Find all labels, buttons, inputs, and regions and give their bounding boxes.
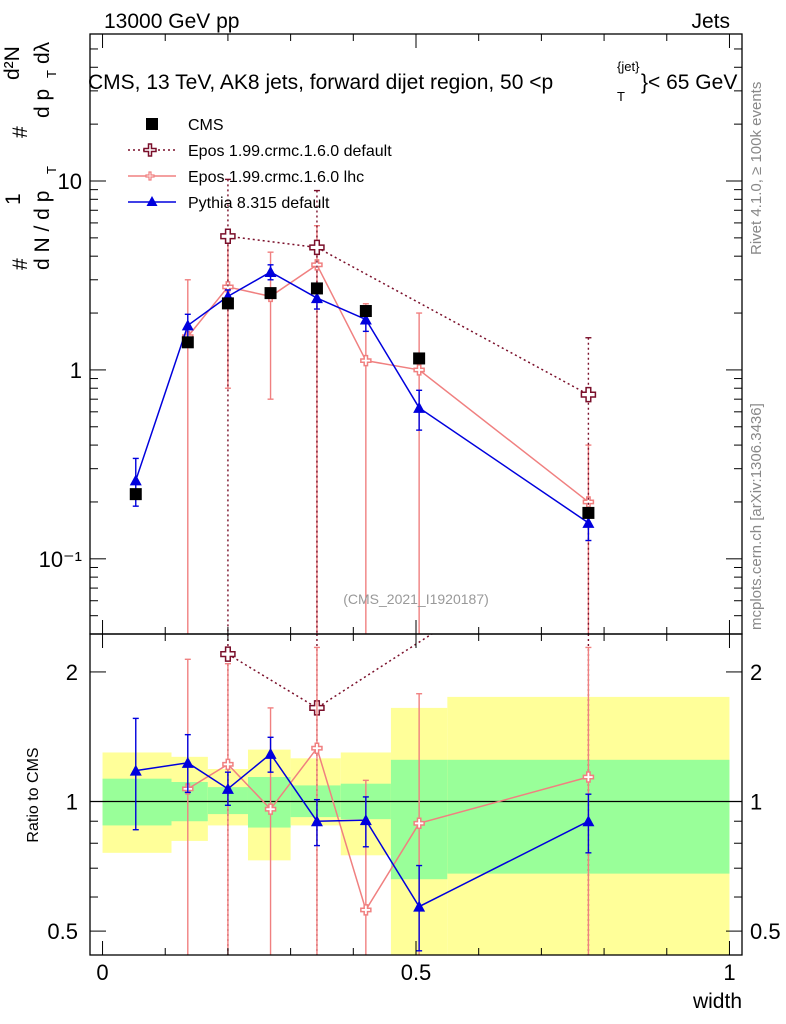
y-label-dpt: d p (31, 89, 54, 118)
ratio-y-tick-label: 0.5 (47, 919, 78, 944)
legend-marker-epos-default (143, 143, 157, 157)
title-superscript: {jet} (617, 59, 640, 74)
y-label-dn-dpt: d N / d p (31, 191, 54, 270)
main-point-pythia (310, 292, 323, 304)
main-point-pythia (181, 319, 194, 331)
y-axis-label-main: # 1 d N / d p T # d²N d p T dλ (1, 41, 59, 270)
plot-title: CMS, 13 TeV, AK8 jets, forward dijet reg… (88, 59, 737, 104)
legend-entry-pythia: Pythia 8.315 default (128, 195, 330, 212)
band-inner-bin (247, 777, 291, 828)
main-point-cms (221, 297, 234, 310)
main-point-epos-lhc (222, 281, 234, 293)
ratio-point-epos-lhc (582, 771, 595, 783)
category-label: Jets (691, 10, 730, 33)
main-point-pythia (359, 313, 372, 325)
ratio-y-tick-label: 2 (66, 660, 78, 685)
ratio-point-epos-lhc (264, 803, 277, 815)
x-axis-label: width (692, 990, 742, 1013)
ratio-y-tick-label-right: 0.5 (750, 919, 781, 944)
main-point-cms (310, 282, 323, 295)
legend-label-pythia: Pythia 8.315 default (188, 195, 330, 212)
legend-entry-epos-lhc: Epos 1.99.crmc.1.6.0 lhc (128, 169, 364, 186)
ratio-point-epos-lhc (222, 758, 234, 771)
legend-entry-cms: CMS (146, 117, 224, 134)
main-point-pythia (264, 265, 277, 277)
y-label-d2n: d²N (1, 46, 24, 80)
main-point-epos-lhc (311, 259, 323, 271)
ratio-y-tick-label: 1 (66, 790, 78, 815)
mcplots-label: mcplots.cern.ch [arXiv:1306.3436] (748, 403, 765, 630)
main-point-cms (582, 506, 595, 519)
ratio-series-line-pythia (135, 752, 589, 908)
x-tick-label: 1 (723, 960, 735, 985)
main-point-epos-default (580, 386, 597, 403)
main-point-pythia (129, 474, 142, 486)
ratio-point-epos-lhc (311, 742, 323, 754)
title-subscript: T (617, 89, 625, 104)
ratio-y-tick-label-right: 1 (750, 790, 762, 815)
legend-marker-cms (146, 118, 158, 130)
energy-label: 13000 GeV pp (104, 10, 239, 33)
y-label-dlambda: dλ (31, 41, 54, 64)
title-tail: }< 65 GeV (641, 71, 737, 94)
main-point-cms (359, 305, 372, 318)
y-label-sub-t2: T (44, 70, 59, 78)
main-point-cms (413, 352, 426, 365)
main-point-cms (129, 488, 142, 501)
series-layer (129, 178, 597, 955)
legend: CMS Epos 1.99.crmc.1.6.0 default Epos 1.… (128, 117, 392, 212)
main-series-line-pythia (135, 271, 589, 524)
ratio-point-epos-lhc (413, 817, 425, 830)
main-point-epos-default (220, 228, 236, 244)
y-label-sub-t1: T (44, 166, 59, 174)
x-tick-label: 0 (96, 960, 108, 985)
main-point-cms (264, 287, 277, 300)
y-label-hash-2: # (9, 126, 32, 138)
main-y-tick-label: 10⁻¹ (39, 547, 82, 572)
ratio-series-group (129, 634, 595, 955)
ratio-point-pythia (359, 814, 372, 826)
rivet-version-label: Rivet 4.1.0, ≥ 100k events (748, 82, 765, 255)
main-point-epos-lhc (413, 364, 425, 376)
y-label-one: 1 (2, 193, 25, 205)
ratio-point-epos-lhc (360, 904, 372, 916)
main-y-tick-label: 10 (58, 169, 82, 194)
ratio-point-pythia (221, 782, 234, 794)
main-point-pythia (413, 401, 426, 413)
main-point-cms (181, 336, 194, 349)
y-axis-label-ratio: Ratio to CMS (25, 747, 42, 842)
ratio-series-line-epos-default (227, 634, 434, 709)
main-point-epos-lhc (360, 354, 372, 367)
legend-label-epos-lhc: Epos 1.99.crmc.1.6.0 lhc (188, 169, 364, 186)
y-label-hash-1: # (9, 258, 32, 270)
legend-marker-pythia (146, 196, 158, 206)
ratio-point-pythia (582, 815, 595, 827)
legend-label-cms: CMS (188, 117, 224, 134)
ratio-point-pythia (310, 815, 323, 827)
ratio-y-tick-label-right: 2 (750, 660, 762, 685)
analysis-watermark: (CMS_2021_I1920187) (343, 591, 489, 607)
main-series-line-epos-lhc (187, 263, 589, 503)
legend-label-epos-default: Epos 1.99.crmc.1.6.0 default (188, 143, 392, 160)
ratio-point-pythia (413, 900, 426, 912)
main-y-tick-label: 1 (70, 358, 82, 383)
ratio-point-pythia (129, 764, 142, 776)
ratio-point-epos-default (220, 646, 236, 662)
legend-marker-epos-lhc (145, 171, 155, 181)
ratio-point-pythia (181, 756, 194, 768)
main-point-pythia (582, 516, 595, 528)
x-tick-label: 0.5 (401, 960, 432, 985)
main-point-epos-default (309, 239, 325, 256)
ratio-point-pythia (264, 747, 277, 759)
title-main: CMS, 13 TeV, AK8 jets, forward dijet reg… (88, 71, 553, 94)
axis-ticks: 0 0.5 1 10⁻¹ 1 10 0.5 0.5 1 1 2 2 (39, 33, 781, 985)
main-series-line-epos-default (227, 235, 589, 396)
legend-entry-epos-default: Epos 1.99.crmc.1.6.0 default (128, 143, 392, 160)
